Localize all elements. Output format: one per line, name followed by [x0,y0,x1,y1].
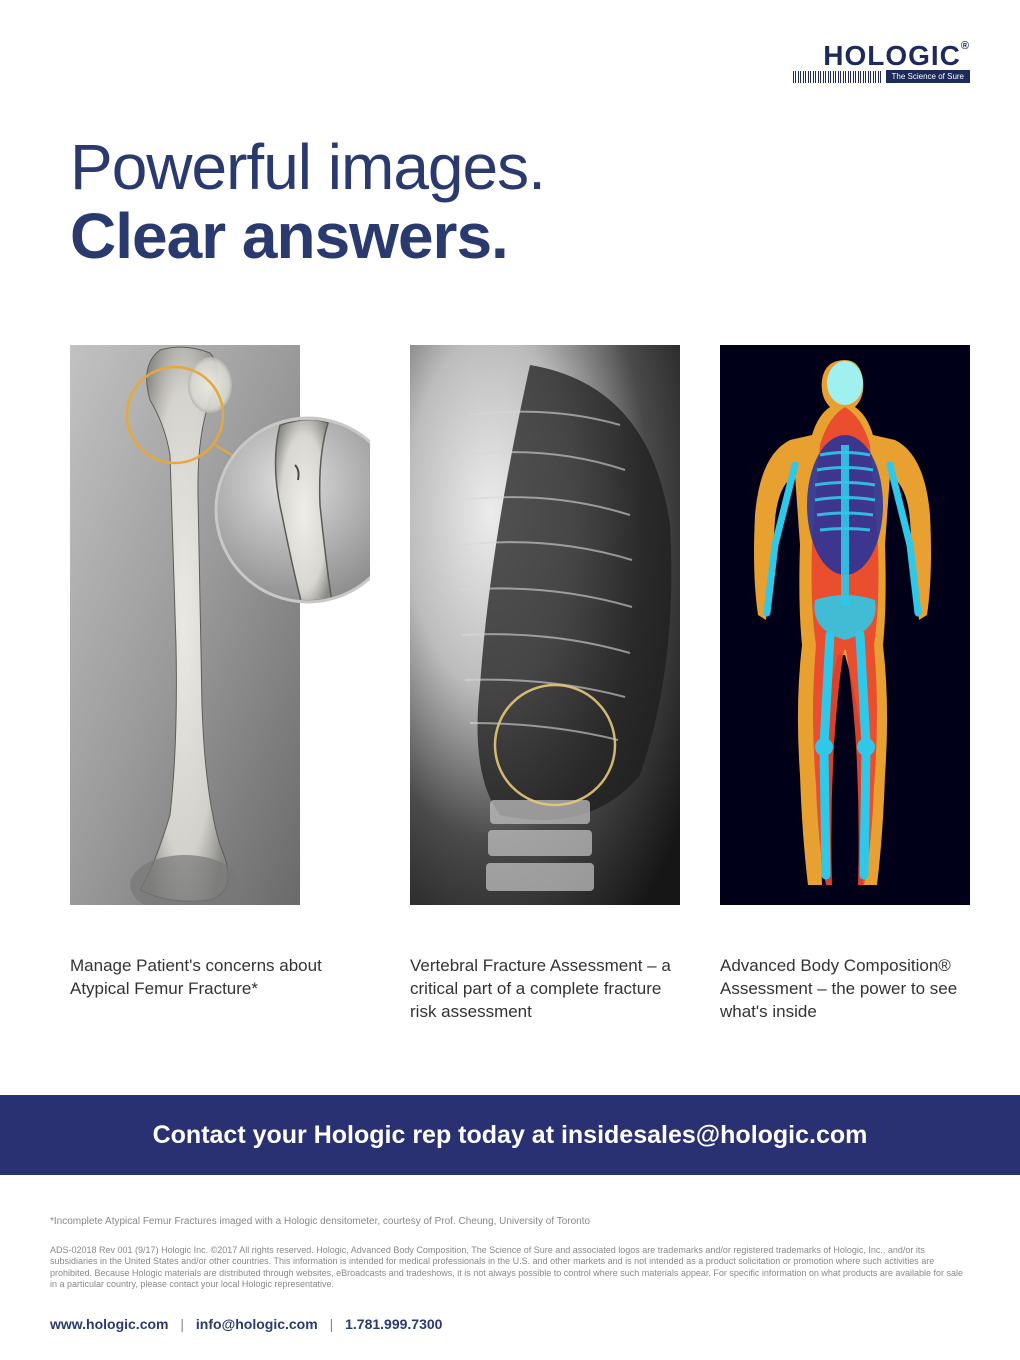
brand-logo: HOLOGIC® The Science of Sure [793,40,970,83]
footer-contacts: www.hologic.com | info@hologic.com | 1.7… [50,1316,442,1332]
footnote: *Incomplete Atypical Femur Fractures ima… [50,1215,970,1228]
panel-femur [70,345,370,905]
captions-row: Manage Patient's concerns about Atypical… [70,955,970,1024]
image-panels-row [70,345,970,905]
panel-body-composition [720,345,970,905]
footer-website: www.hologic.com [50,1316,169,1332]
headline-line1: Powerful images. [70,130,545,204]
cta-text: Contact your Hologic rep today at inside… [153,1121,868,1150]
caption-spine: Vertebral Fracture Assessment – a critic… [410,955,680,1024]
spine-xray-image [410,345,680,905]
footer-email: info@hologic.com [196,1316,318,1332]
separator: | [180,1316,184,1332]
femur-xray-image [70,345,370,905]
separator: | [330,1316,334,1332]
brand-name: HOLOGIC® [793,40,970,72]
body-composition-image [720,345,970,905]
footer-phone: 1.781.999.7300 [345,1316,442,1332]
panel-spine [410,345,680,905]
headline-line2: Clear answers. [70,199,545,273]
cta-bar: Contact your Hologic rep today at inside… [0,1095,1020,1175]
barcode-icon [793,71,883,83]
caption-femur: Manage Patient's concerns about Atypical… [70,955,370,1024]
legal-text: ADS-02018 Rev 001 (9/17) Hologic Inc. ©2… [50,1245,970,1290]
headline: Powerful images. Clear answers. [70,130,545,273]
caption-body: Advanced Body Composition® Assessment – … [720,955,970,1024]
